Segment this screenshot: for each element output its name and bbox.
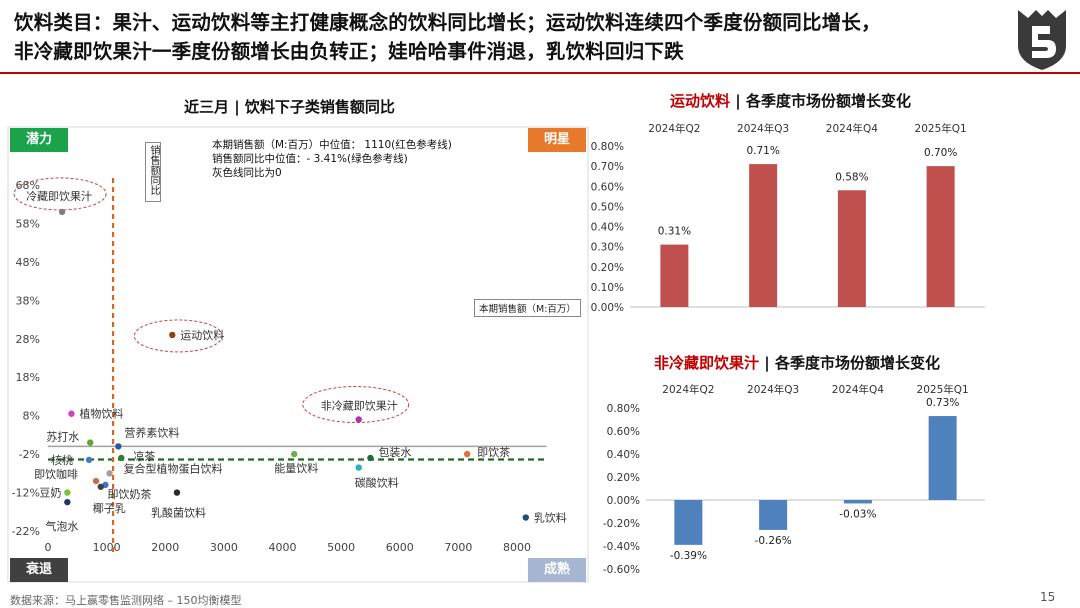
scatter-point-label: 即饮咖啡 bbox=[34, 467, 78, 481]
scatter-point bbox=[118, 454, 125, 462]
brand-shield-logo bbox=[1018, 10, 1066, 70]
scatter-point-label: 非冷藏即饮果汁 bbox=[321, 400, 398, 413]
x-tick-label: 4000 bbox=[269, 541, 297, 554]
scatter-point-label: 核桃 bbox=[51, 453, 73, 467]
y-tick-label: 68% bbox=[16, 179, 40, 192]
quadrant-decline-label: 衰退 bbox=[10, 558, 68, 582]
y-axis-label: 销售额同比 bbox=[145, 142, 161, 202]
scatter-point bbox=[58, 208, 66, 216]
scatter-point-label: 即饮奶茶 bbox=[107, 487, 151, 501]
y-tick-label: 38% bbox=[16, 294, 40, 307]
sport-chart-title-rest: | 各季度市场份额增长变化 bbox=[730, 92, 911, 110]
data-source: 数据来源：马上赢零售监测网络 – 150均衡模型 bbox=[10, 594, 242, 607]
scatter-point bbox=[115, 443, 122, 450]
scatter-point-label: 运动饮料 bbox=[180, 328, 224, 342]
x-tick-label: 2000 bbox=[151, 541, 179, 554]
scatter-point-label: 植物饮料 bbox=[79, 407, 123, 421]
page-title-line-1: 饮料类目：果汁、运动饮料等主打健康概念的饮料同比增长；运动饮料连续四个季度份额同… bbox=[14, 11, 881, 34]
scatter-point-label: 复合型植物蛋白饮料 bbox=[124, 461, 223, 475]
scatter-point-label: 冷藏即饮果汁 bbox=[26, 190, 92, 203]
x-tick-label: 0 bbox=[45, 541, 52, 554]
x-tick-label: 3000 bbox=[210, 541, 238, 554]
scatter-point-label: 即饮茶 bbox=[477, 446, 510, 459]
scatter-point bbox=[64, 489, 71, 496]
scatter-point bbox=[87, 439, 94, 446]
scatter-point bbox=[92, 477, 100, 485]
scatter-chart-title: 近三月 | 饮料下子类销售额同比 bbox=[184, 98, 395, 116]
quadrant-potential-label: 潜力 bbox=[10, 128, 68, 152]
scatter-point bbox=[97, 483, 104, 490]
sport-chart-title-highlight: 运动饮料 bbox=[670, 92, 731, 110]
note-yoy-median: 销售额同比中位值：- 3.41%(绿色参考线) bbox=[212, 153, 408, 165]
scatter-point bbox=[68, 410, 75, 417]
scatter-point-label: 乳酸菌饮料 bbox=[151, 506, 206, 520]
scatter-point-label: 碳酸饮料 bbox=[355, 476, 399, 490]
scatter-point-label: 椰子乳 bbox=[93, 501, 126, 515]
scatter-point-label: 包装水 bbox=[378, 446, 411, 459]
scatter-point-label: 能量饮料 bbox=[274, 461, 318, 475]
scatter-point bbox=[355, 464, 362, 471]
juice-chart-title-rest: | 各季度市场份额增长变化 bbox=[759, 354, 940, 372]
title-divider bbox=[0, 72, 1080, 74]
note-sales-median: 本期销售额（M:百万）中位值： 1110(红色参考线) bbox=[212, 139, 452, 151]
scatter-point bbox=[169, 331, 176, 339]
scatter-point bbox=[64, 498, 71, 506]
scatter-point-label: 豆奶 bbox=[39, 486, 61, 500]
scatter-notes: 本期销售额（M:百万）中位值： 1110(红色参考线) 销售额同比中位值：- 3… bbox=[212, 138, 452, 180]
scatter-point-label: 营养素饮料 bbox=[124, 425, 179, 439]
scatter-point bbox=[463, 450, 471, 458]
juice-chart-title: 非冷藏即饮果汁 | 各季度市场份额增长变化 bbox=[654, 352, 940, 373]
y-tick-label: 8% bbox=[23, 410, 40, 423]
scatter-point bbox=[291, 450, 298, 458]
y-tick-label: 48% bbox=[16, 256, 40, 269]
sport-chart-title: 运动饮料 | 各季度市场份额增长变化 bbox=[670, 90, 911, 111]
y-tick-label: -2% bbox=[19, 448, 40, 461]
highlight-ellipse bbox=[302, 386, 410, 424]
y-tick-label: -22% bbox=[12, 525, 40, 538]
x-tick-label: 7000 bbox=[444, 541, 472, 554]
y-tick-label: 18% bbox=[16, 371, 40, 384]
x-tick-label: 8000 bbox=[503, 541, 531, 554]
scatter-point bbox=[106, 470, 113, 477]
scatter-point bbox=[522, 514, 529, 521]
scatter-point-label: 凉茶 bbox=[133, 449, 155, 463]
x-tick-label: 6000 bbox=[386, 541, 414, 554]
scatter-point-label: 气泡水 bbox=[45, 519, 78, 533]
y-tick-label: -12% bbox=[12, 487, 40, 500]
y-tick-label: 58% bbox=[16, 217, 40, 230]
page-title-line-2: 非冷藏即饮果汁一季度份额增长由负转正；娃哈哈事件消退，乳饮料回归下跌 bbox=[14, 40, 684, 63]
scatter-point-label: 乳饮料 bbox=[534, 511, 567, 525]
quadrant-star-label: 明星 bbox=[528, 128, 586, 152]
scatter-point bbox=[85, 456, 93, 464]
scatter-point bbox=[355, 416, 362, 423]
page-number: 15 bbox=[1040, 590, 1056, 604]
scatter-point-label: 苏打水 bbox=[46, 430, 79, 444]
x-tick-label: 1000 bbox=[93, 541, 121, 554]
juice-chart-title-highlight: 非冷藏即饮果汁 bbox=[654, 354, 760, 372]
x-tick-label: 5000 bbox=[327, 541, 355, 554]
scatter-point bbox=[367, 454, 374, 462]
scatter-frame bbox=[7, 126, 589, 583]
x-axis-label: 本期销售额（M:百万） bbox=[474, 299, 581, 317]
highlight-ellipse bbox=[133, 319, 223, 353]
y-tick-label: 28% bbox=[16, 333, 40, 346]
scatter-point bbox=[173, 489, 181, 496]
quadrant-mature-label: 成熟 bbox=[528, 558, 586, 582]
page-title: 饮料类目：果汁、运动饮料等主打健康概念的饮料同比增长；运动饮料连续四个季度份额同… bbox=[14, 8, 1004, 66]
note-zero-line: 灰色线同比为0 bbox=[212, 167, 282, 179]
